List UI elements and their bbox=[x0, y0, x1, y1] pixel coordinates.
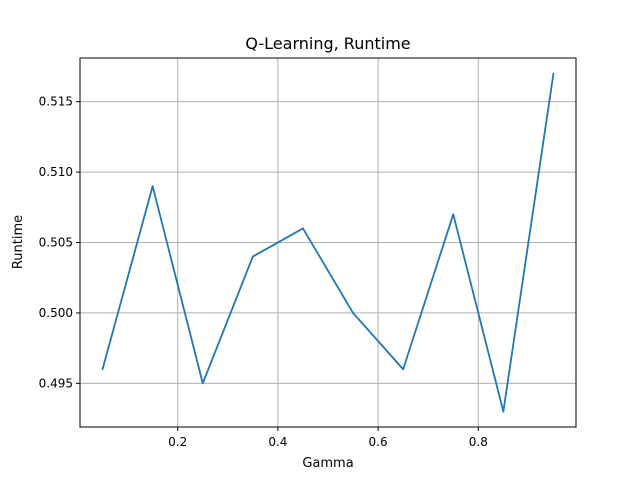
grid bbox=[80, 58, 576, 427]
data-point bbox=[552, 72, 555, 75]
x-tick-label: 0.2 bbox=[168, 435, 187, 449]
y-axis: 0.495 0.500 0.505 0.510 0.515 bbox=[39, 95, 80, 390]
data-point bbox=[502, 410, 505, 413]
series-line bbox=[101, 73, 555, 413]
y-tick-label: 0.510 bbox=[39, 165, 73, 179]
data-point bbox=[402, 368, 405, 371]
data-point bbox=[302, 227, 304, 230]
data-point bbox=[201, 382, 204, 385]
x-tick-label: 0.4 bbox=[268, 435, 287, 449]
data-point bbox=[251, 255, 254, 258]
data-point bbox=[151, 185, 154, 188]
y-axis-label: Runtime bbox=[11, 215, 26, 269]
data-point bbox=[452, 213, 455, 216]
y-tick-label: 0.500 bbox=[39, 306, 73, 320]
chart-title: Q-Learning, Runtime bbox=[245, 34, 410, 53]
data-point bbox=[101, 368, 104, 371]
x-tick-label: 0.8 bbox=[469, 435, 488, 449]
data-point bbox=[352, 312, 354, 314]
x-axis-label: Gamma bbox=[302, 456, 353, 471]
series-group bbox=[101, 72, 555, 413]
x-tick-label: 0.6 bbox=[369, 435, 388, 449]
y-tick-label: 0.515 bbox=[39, 95, 73, 109]
x-axis: 0.2 0.4 0.6 0.8 bbox=[168, 427, 488, 449]
y-tick-label: 0.505 bbox=[39, 236, 73, 250]
y-tick-label: 0.495 bbox=[39, 376, 73, 390]
